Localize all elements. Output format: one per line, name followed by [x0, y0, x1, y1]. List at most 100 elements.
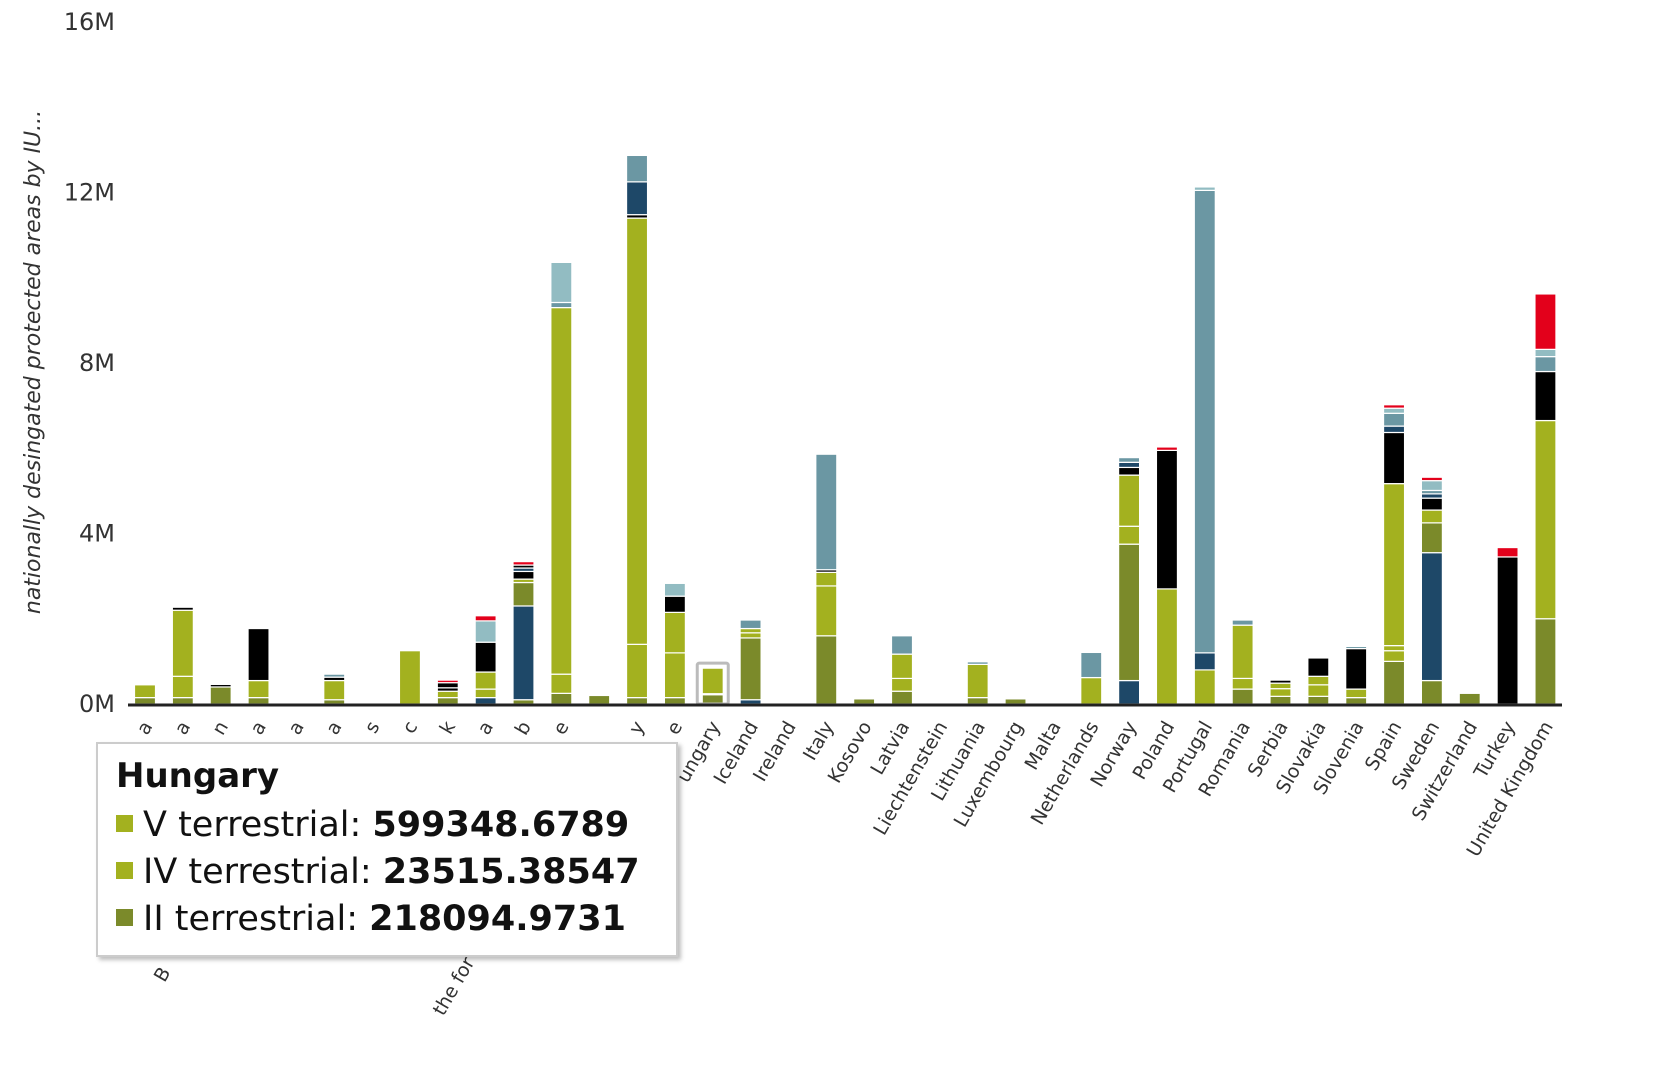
bar-segment[interactable]: [890, 635, 914, 655]
bar-segment[interactable]: [1193, 652, 1216, 671]
bar-segment[interactable]: [739, 619, 762, 630]
bar-stack[interactable]: [1307, 657, 1330, 705]
bar-segment[interactable]: [1193, 186, 1216, 191]
bar-segment[interactable]: [1534, 348, 1557, 358]
bar-segment[interactable]: [512, 699, 535, 705]
bar-segment[interactable]: [890, 677, 914, 692]
bar-segment[interactable]: [1345, 688, 1368, 699]
bar-stack[interactable]: [815, 453, 838, 705]
bar-segment[interactable]: [1458, 692, 1481, 705]
bar-segment[interactable]: [1345, 647, 1368, 690]
bar-segment[interactable]: [625, 643, 649, 699]
bar-stack[interactable]: [1231, 619, 1254, 705]
bar-stack[interactable]: [474, 615, 497, 705]
bar-segment[interactable]: [1382, 407, 1406, 414]
bar-segment[interactable]: [588, 694, 611, 705]
bar-segment[interactable]: [1269, 688, 1292, 697]
bar-segment[interactable]: [1496, 546, 1519, 558]
bar-segment[interactable]: [247, 627, 270, 682]
bar-segment[interactable]: [474, 620, 497, 643]
bar-stack[interactable]: [588, 694, 611, 705]
bar-segment[interactable]: [815, 453, 838, 571]
bar-segment[interactable]: [739, 627, 762, 634]
bar-segment[interactable]: [1080, 676, 1103, 705]
bar-stack[interactable]: [323, 673, 346, 705]
bar-segment[interactable]: [171, 697, 194, 705]
bar-segment[interactable]: [133, 684, 157, 699]
bar-stack[interactable]: [1496, 546, 1519, 705]
bar-segment[interactable]: [1155, 449, 1179, 590]
bar-segment[interactable]: [1231, 624, 1254, 680]
bar-segment[interactable]: [1117, 525, 1141, 545]
bar-segment[interactable]: [474, 697, 497, 705]
bar-segment[interactable]: [550, 261, 573, 304]
bar-stack[interactable]: [1193, 186, 1216, 705]
bar-stack[interactable]: [1155, 446, 1179, 705]
bar-segment[interactable]: [1496, 556, 1519, 705]
bar-segment[interactable]: [1382, 645, 1406, 652]
bar-stack[interactable]: [133, 684, 157, 705]
bar-segment[interactable]: [1345, 645, 1368, 650]
bar-segment[interactable]: [625, 154, 649, 183]
bar-segment[interactable]: [663, 611, 687, 654]
bar-segment[interactable]: [1269, 695, 1292, 705]
bar-segment[interactable]: [1307, 657, 1330, 677]
bar-segment[interactable]: [1117, 461, 1141, 469]
bar-segment[interactable]: [1004, 698, 1027, 705]
bar-segment[interactable]: [1231, 619, 1254, 626]
bar-segment[interactable]: [474, 615, 497, 622]
bar-stack[interactable]: [1458, 692, 1481, 705]
bar-stack[interactable]: [436, 679, 459, 705]
bar-segment[interactable]: [1231, 677, 1254, 690]
bar-segment[interactable]: [1534, 293, 1557, 350]
bar-segment[interactable]: [663, 697, 687, 705]
bar-segment[interactable]: [1307, 695, 1330, 705]
bar-segment[interactable]: [171, 675, 194, 699]
bar-segment[interactable]: [853, 698, 876, 705]
bar-stack[interactable]: [890, 635, 914, 705]
bar-segment[interactable]: [1534, 419, 1557, 620]
bar-segment[interactable]: [550, 306, 573, 675]
bar-segment[interactable]: [701, 667, 724, 695]
bar-segment[interactable]: [663, 595, 687, 613]
bar-stack[interactable]: [625, 154, 649, 705]
bar-segment[interactable]: [398, 650, 422, 705]
bar-segment[interactable]: [1534, 618, 1557, 705]
bar-segment[interactable]: [739, 637, 762, 701]
bar-stack[interactable]: [853, 698, 876, 705]
bar-segment[interactable]: [474, 671, 497, 690]
bar-segment[interactable]: [1420, 679, 1444, 705]
bar-segment[interactable]: [1382, 425, 1406, 434]
bar-stack[interactable]: [550, 261, 573, 705]
bar-segment[interactable]: [1382, 404, 1406, 409]
bar-segment[interactable]: [966, 661, 989, 665]
bar-stack[interactable]: [1269, 679, 1292, 705]
bar-segment[interactable]: [1307, 675, 1330, 686]
bar-stack[interactable]: [695, 661, 730, 706]
bar-segment[interactable]: [323, 673, 346, 678]
bar-segment[interactable]: [663, 652, 687, 699]
bar-segment[interactable]: [1307, 684, 1330, 697]
bar-segment[interactable]: [436, 690, 459, 699]
bar-stack[interactable]: [663, 582, 687, 705]
bar-stack[interactable]: [247, 627, 270, 705]
bar-stack[interactable]: [1534, 293, 1557, 705]
bar-segment[interactable]: [1269, 679, 1292, 684]
bar-stack[interactable]: [1382, 404, 1406, 705]
bar-segment[interactable]: [890, 653, 914, 680]
bar-stack[interactable]: [398, 650, 422, 705]
bar-stack[interactable]: [1080, 651, 1103, 705]
bar-segment[interactable]: [247, 697, 270, 705]
bar-segment[interactable]: [966, 663, 989, 699]
bar-stack[interactable]: [1345, 645, 1368, 705]
bar-segment[interactable]: [1155, 446, 1179, 451]
bar-segment[interactable]: [550, 673, 573, 694]
bar-segment[interactable]: [512, 581, 535, 607]
bar-segment[interactable]: [171, 609, 194, 677]
bar-segment[interactable]: [1117, 466, 1141, 476]
bar-segment[interactable]: [1382, 431, 1406, 485]
bar-segment[interactable]: [209, 683, 232, 688]
bar-segment[interactable]: [1117, 474, 1141, 527]
bar-segment[interactable]: [512, 561, 535, 566]
bar-stack[interactable]: [966, 661, 989, 705]
